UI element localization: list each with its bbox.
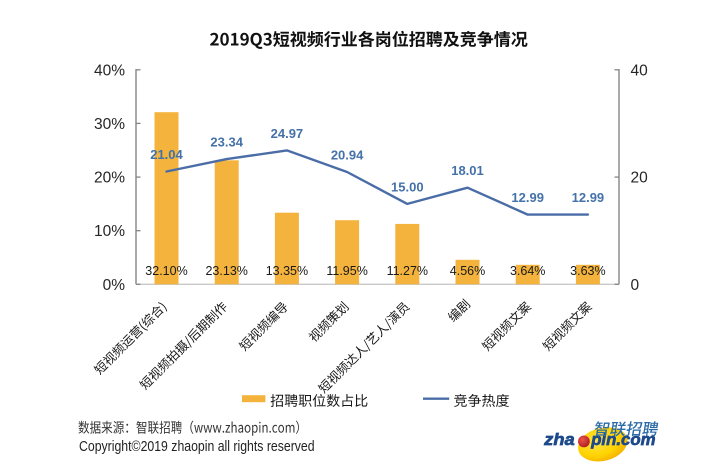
svg-text:30%: 30% <box>94 116 125 133</box>
svg-text:20.94: 20.94 <box>331 148 364 163</box>
svg-text:3.63%: 3.63% <box>570 264 605 278</box>
svg-text:12.99: 12.99 <box>511 190 544 205</box>
svg-text:13.35%: 13.35% <box>266 264 308 278</box>
svg-text:24.97: 24.97 <box>271 126 304 141</box>
svg-text:zha: zha <box>543 430 575 449</box>
svg-text:23.34: 23.34 <box>210 135 243 150</box>
svg-text:3.64%: 3.64% <box>510 264 545 278</box>
svg-text:20%: 20% <box>94 170 125 187</box>
svg-text:18.01: 18.01 <box>451 163 484 178</box>
svg-text:12.99: 12.99 <box>572 190 605 205</box>
svg-text:21.04: 21.04 <box>150 147 183 162</box>
svg-text:40: 40 <box>631 62 649 79</box>
svg-text:20: 20 <box>631 170 649 187</box>
svg-text:23.13%: 23.13% <box>205 264 247 278</box>
svg-text:4.56%: 4.56% <box>450 264 485 278</box>
svg-text:0: 0 <box>631 277 640 294</box>
svg-text:32.10%: 32.10% <box>145 264 187 278</box>
svg-text:40%: 40% <box>94 62 125 79</box>
svg-text:Copyright©2019 zhaopin all rig: Copyright©2019 zhaopin all rights reserv… <box>79 438 315 455</box>
svg-text:15.00: 15.00 <box>391 179 424 194</box>
svg-text:11.27%: 11.27% <box>387 264 428 278</box>
svg-text:11.95%: 11.95% <box>326 264 367 278</box>
svg-text:0%: 0% <box>103 277 126 294</box>
svg-text:10%: 10% <box>94 223 125 240</box>
